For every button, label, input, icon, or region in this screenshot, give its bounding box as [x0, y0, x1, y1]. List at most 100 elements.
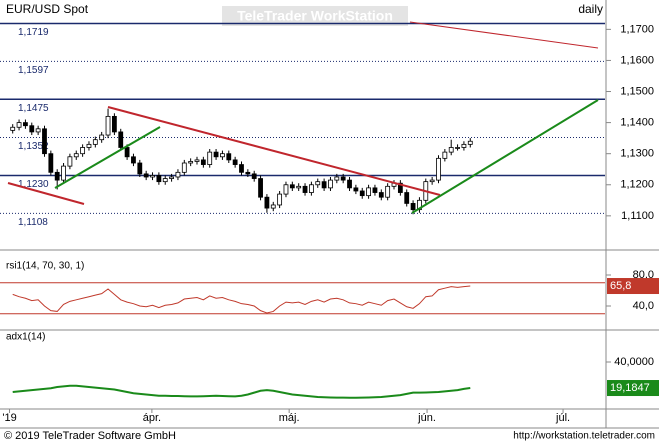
candle-body	[258, 178, 263, 198]
x-tick-label: júl.	[555, 412, 570, 424]
current-value-label: 65,8	[610, 280, 631, 292]
candle-body	[385, 185, 391, 198]
current-value-box	[607, 278, 659, 295]
candle-body	[340, 176, 346, 181]
y-tick-label: 1,1300	[620, 148, 654, 160]
candle-body	[467, 140, 473, 145]
candle-body	[73, 153, 79, 158]
candle-body	[162, 178, 168, 183]
indicator-line	[12, 285, 471, 314]
candle-body	[188, 161, 194, 164]
candle-body	[99, 134, 105, 141]
candle-body	[143, 173, 149, 178]
candle-body	[461, 143, 467, 148]
candle-body	[308, 184, 314, 193]
candle-body	[23, 122, 28, 127]
indicator-line	[12, 384, 471, 399]
candle-body	[245, 171, 251, 175]
candle-body	[220, 153, 225, 158]
trend-line	[7, 182, 85, 205]
y-tick-label: 1,1400	[620, 117, 654, 129]
candle-body	[92, 139, 98, 145]
candle-body	[80, 147, 86, 155]
candle-body	[410, 203, 416, 211]
candle-body	[111, 115, 117, 133]
candle-body	[283, 184, 289, 195]
candle-body	[150, 175, 155, 178]
candle-body	[251, 173, 257, 179]
candle-body	[156, 175, 162, 183]
candle-body	[302, 185, 308, 193]
panel-title: adx1(14)	[6, 332, 45, 343]
candle-body	[67, 156, 73, 167]
candle-body	[10, 126, 16, 131]
y-tick-label: 1,1100	[621, 210, 654, 222]
candle-body	[181, 162, 187, 173]
candle-body	[366, 187, 371, 197]
candle-body	[131, 156, 136, 164]
candle-body	[118, 131, 124, 148]
url: http://workstation.teletrader.com	[513, 431, 655, 442]
candle-body	[124, 147, 130, 158]
y-tick-label: 1,1200	[620, 179, 654, 191]
watermark-box	[222, 6, 408, 26]
candle-body	[194, 159, 200, 162]
candle-body	[334, 176, 340, 181]
candle-body	[169, 176, 174, 179]
candle-body	[397, 182, 403, 193]
candle-body	[296, 185, 302, 189]
current-value-label: 19,1847	[610, 382, 650, 394]
candle-body	[321, 181, 327, 189]
x-tick-label: jún.	[417, 412, 436, 424]
level-label: 1,1475	[18, 103, 49, 114]
candle-body	[436, 157, 441, 181]
candle-body	[54, 171, 60, 181]
candle-body	[232, 159, 238, 165]
candle-body	[429, 179, 435, 183]
candle-body	[16, 122, 22, 128]
copyright: © 2019 TeleTrader Software GmbH	[4, 430, 176, 442]
trend-line	[411, 99, 599, 214]
y-tick-label: 1,1600	[620, 54, 654, 66]
candle-body	[455, 147, 460, 149]
panel-title: rsi1(14, 70, 30, 1)	[6, 261, 84, 272]
x-tick-label: ápr.	[143, 412, 161, 424]
candle-body	[213, 151, 219, 158]
level-label: 1,1230	[18, 179, 49, 190]
candle-body	[200, 159, 206, 165]
y-tick-label: 80,0	[633, 269, 654, 281]
level-label: 1,1108	[18, 217, 48, 228]
trend-line	[409, 21, 599, 49]
x-tick-label: máj.	[279, 412, 300, 424]
candle-body	[372, 187, 378, 193]
candle-body	[353, 187, 359, 192]
candle-body	[239, 164, 244, 173]
current-value-box	[607, 380, 659, 397]
candle-body	[448, 147, 454, 153]
y-tick-label: 1,1700	[620, 23, 654, 35]
interval: daily	[578, 2, 603, 16]
level-label: 1,1719	[18, 27, 49, 38]
candle-body	[42, 128, 47, 155]
candle-body	[328, 179, 333, 189]
y-tick-label: 40,0000	[614, 356, 654, 368]
candle-body	[35, 128, 41, 133]
candle-body	[315, 181, 321, 186]
candle-body	[270, 204, 276, 209]
candle-body	[29, 125, 35, 133]
candle-body	[48, 153, 54, 173]
level-label: 1,1597	[18, 65, 49, 76]
candle-body	[264, 196, 270, 209]
candle-body	[86, 143, 92, 148]
trend-line	[54, 126, 161, 189]
candle-body	[359, 190, 365, 197]
chart-title: EUR/USD Spot	[6, 2, 89, 16]
candle-body	[61, 165, 66, 181]
candle-body	[137, 162, 143, 175]
candle-body	[226, 153, 232, 161]
candle-body	[442, 151, 448, 159]
candle-body	[347, 179, 352, 189]
x-tick-label: '19	[2, 412, 16, 424]
